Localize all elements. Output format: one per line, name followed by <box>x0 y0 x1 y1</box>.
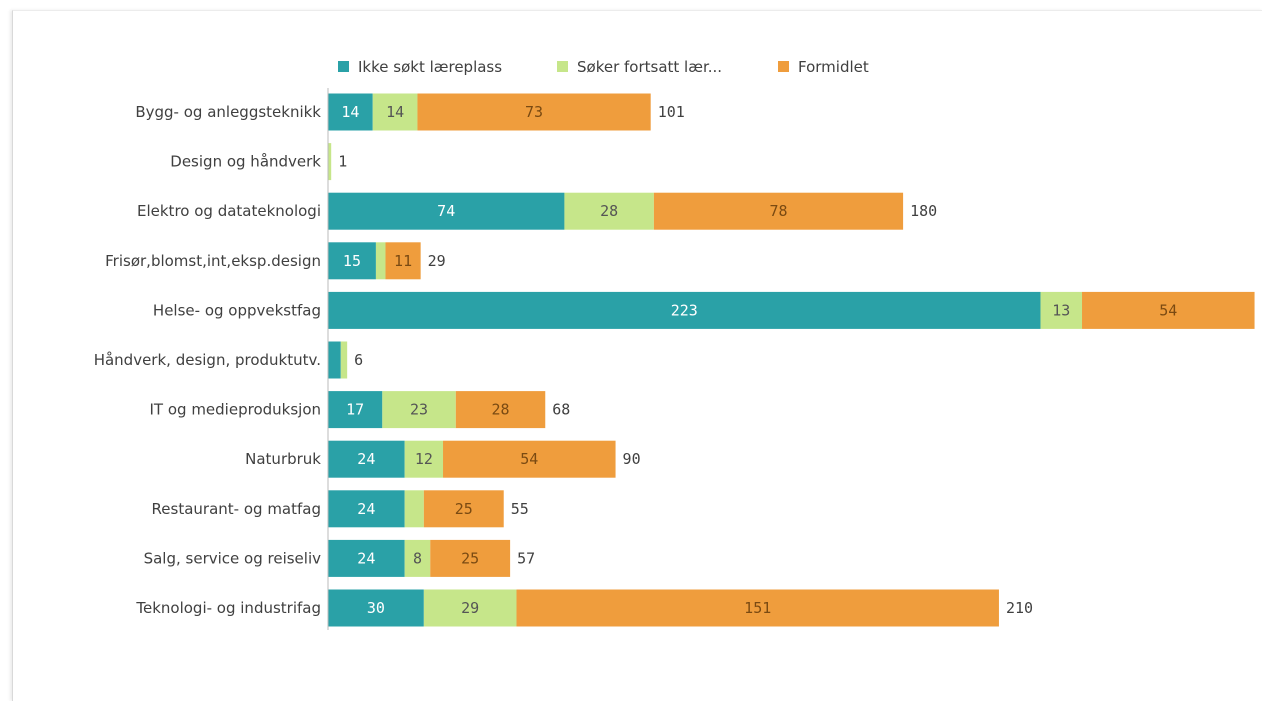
category-label-4: Helse- og oppvekstfag <box>153 301 321 319</box>
bar-segment-label-2-0: 74 <box>437 202 455 220</box>
bar-segment-label-10-2: 151 <box>744 599 771 617</box>
bar-segment-label-0-0: 14 <box>341 103 359 121</box>
legend-label-1[interactable]: Søker fortsatt lær... <box>577 58 722 76</box>
bar-segment-7-1[interactable] <box>404 440 444 478</box>
bar-segment-2-1[interactable] <box>564 192 654 230</box>
category-label-9: Salg, service og reiseliv <box>144 549 322 567</box>
bar-segment-8-2[interactable] <box>423 490 504 528</box>
bar-segment-label-0-2: 73 <box>525 103 543 121</box>
category-label-6: IT og medieproduksjon <box>150 401 322 419</box>
category-label-0: Bygg- og anleggsteknikk <box>135 103 321 121</box>
bar-segment-5-0[interactable] <box>328 341 341 379</box>
bar-segment-label-9-2: 25 <box>461 549 479 567</box>
bar-segment-8-1[interactable] <box>404 490 424 528</box>
bar-total-label-5: 6 <box>354 351 363 369</box>
bar-segment-8-0[interactable] <box>328 490 405 528</box>
bar-segments: 14 14 73 101 1 74 28 78 180 15 11 29 223 13 54 6 17 23 28 6… <box>328 93 1255 627</box>
bar-segment-6-2[interactable] <box>455 391 546 429</box>
bar-total-label-3: 29 <box>428 252 446 270</box>
bar-segment-10-1[interactable] <box>423 589 517 627</box>
bar-segment-4-0[interactable] <box>328 291 1041 329</box>
legend-swatch-0[interactable] <box>338 61 349 72</box>
bar-segment-label-9-0: 24 <box>357 549 375 567</box>
bar-total-label-0: 101 <box>658 103 685 121</box>
bar-segment-label-2-1: 28 <box>600 202 618 220</box>
bar-segment-2-2[interactable] <box>653 192 904 230</box>
chart-legend[interactable]: Ikke søkt læreplass Søker fortsatt lær...… <box>338 58 869 76</box>
bar-total-label-10: 210 <box>1006 599 1033 617</box>
category-label-3: Frisør,blomst,int,eksp.design <box>105 252 321 270</box>
bar-segment-9-2[interactable] <box>430 539 511 577</box>
bar-segment-9-0[interactable] <box>328 539 405 577</box>
bar-segment-label-9-1: 8 <box>413 549 422 567</box>
bar-segment-label-10-0: 30 <box>367 599 385 617</box>
bar-segment-label-3-2: 11 <box>394 252 412 270</box>
bar-total-label-1: 1 <box>338 153 347 171</box>
category-label-7: Naturbruk <box>245 450 321 468</box>
bar-segment-0-1[interactable] <box>372 93 418 131</box>
bar-segment-2-0[interactable] <box>328 192 565 230</box>
bar-segment-label-7-2: 54 <box>520 450 538 468</box>
bar-total-label-2: 180 <box>910 202 937 220</box>
bar-total-label-8: 55 <box>511 500 529 518</box>
category-label-8: Restaurant- og matfag <box>152 500 321 518</box>
bar-segment-1-1[interactable] <box>328 143 332 181</box>
category-label-5: Håndverk, design, produktutv. <box>94 351 321 369</box>
legend-label-2[interactable]: Formidlet <box>798 58 869 76</box>
bar-segment-label-10-1: 29 <box>461 599 479 617</box>
bar-total-label-9: 57 <box>517 549 535 567</box>
bar-segment-label-3-0: 15 <box>343 252 361 270</box>
bar-segment-label-8-0: 24 <box>357 500 375 518</box>
bar-segment-6-0[interactable] <box>328 391 383 429</box>
bar-segment-label-6-0: 17 <box>346 401 364 419</box>
bar-segment-label-4-2: 54 <box>1159 301 1177 319</box>
bar-segment-label-2-2: 78 <box>769 202 787 220</box>
bar-segment-5-1[interactable] <box>340 341 348 379</box>
legend-swatch-2[interactable] <box>778 61 789 72</box>
bar-segment-0-2[interactable] <box>417 93 651 131</box>
bar-segment-label-6-2: 28 <box>491 401 509 419</box>
category-label-1: Design og håndverk <box>170 153 321 171</box>
bar-segment-label-8-2: 25 <box>455 500 473 518</box>
bar-segment-label-4-1: 13 <box>1052 301 1070 319</box>
category-label-10: Teknologi- og industrifag <box>135 599 321 617</box>
bar-segment-7-2[interactable] <box>443 440 616 478</box>
bar-segment-0-0[interactable] <box>328 93 373 131</box>
bar-segment-6-1[interactable] <box>382 391 456 429</box>
bar-segment-10-0[interactable] <box>328 589 424 627</box>
category-axis-labels: Bygg- og anleggsteknikk Design og håndver… <box>94 103 322 617</box>
bar-segment-label-0-1: 14 <box>386 103 404 121</box>
bar-segment-3-2[interactable] <box>385 242 421 280</box>
bar-segment-label-6-1: 23 <box>410 401 428 419</box>
bar-total-label-7: 90 <box>623 450 641 468</box>
bar-segment-4-1[interactable] <box>1040 291 1083 329</box>
bar-segment-4-2[interactable] <box>1082 291 1255 329</box>
bar-segment-3-0[interactable] <box>328 242 376 280</box>
bar-segment-9-1[interactable] <box>404 539 431 577</box>
legend-label-0[interactable]: Ikke søkt læreplass <box>358 58 502 76</box>
bar-total-label-6: 68 <box>552 401 570 419</box>
bar-segment-7-0[interactable] <box>328 440 405 478</box>
category-label-2: Elektro og datateknologi <box>137 202 321 220</box>
bar-segment-label-4-0: 223 <box>671 301 698 319</box>
bar-segment-label-7-0: 24 <box>357 450 375 468</box>
bar-segment-10-2[interactable] <box>516 589 999 627</box>
bar-segment-3-1[interactable] <box>375 242 386 280</box>
bar-segment-label-7-1: 12 <box>415 450 433 468</box>
legend-swatch-1[interactable] <box>557 61 568 72</box>
